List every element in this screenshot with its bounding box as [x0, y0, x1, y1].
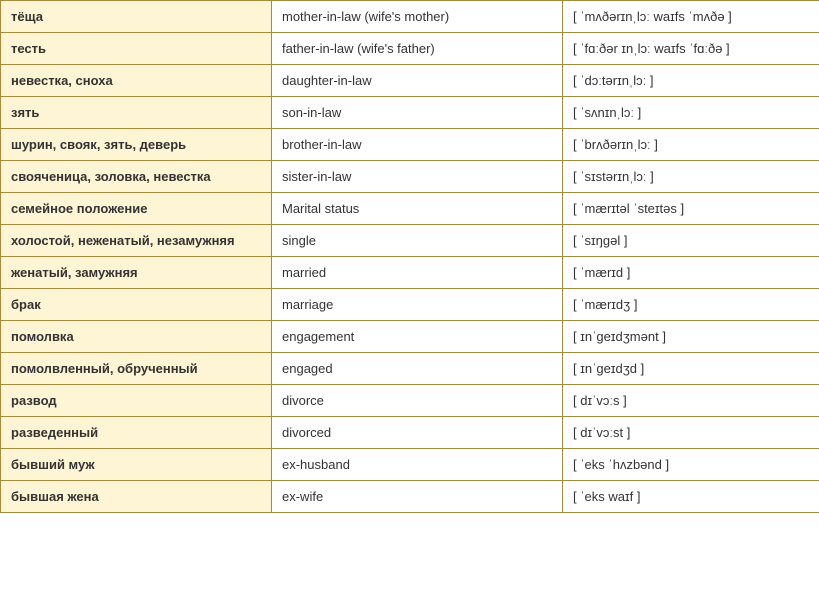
- table-row: бракmarriage[ ˈmærɪdʒ ]: [1, 289, 819, 321]
- table-body: тёщаmother-in-law (wife's mother)[ ˈmʌðə…: [1, 1, 819, 513]
- cell-english: engaged: [272, 353, 563, 385]
- cell-ipa: [ ˈdɔːtərɪnˌlɔː ]: [563, 65, 819, 97]
- table-row: женатый, замужняяmarried[ ˈmærɪd ]: [1, 257, 819, 289]
- cell-russian: шурин, свояк, зять, деверь: [1, 129, 272, 161]
- cell-russian: развод: [1, 385, 272, 417]
- cell-ipa: [ dɪˈvɔːst ]: [563, 417, 819, 449]
- cell-english: divorced: [272, 417, 563, 449]
- table-row: тёщаmother-in-law (wife's mother)[ ˈmʌðə…: [1, 1, 819, 33]
- cell-ipa: [ ˈmærɪtəl ˈsteɪtəs ]: [563, 193, 819, 225]
- cell-english: single: [272, 225, 563, 257]
- cell-russian: бывший муж: [1, 449, 272, 481]
- table-row: помолвленный, обрученныйengaged[ ɪnˈgeɪd…: [1, 353, 819, 385]
- cell-english: Marital status: [272, 193, 563, 225]
- cell-ipa: [ ˈmærɪdʒ ]: [563, 289, 819, 321]
- cell-russian: семейное положение: [1, 193, 272, 225]
- cell-russian: помолвка: [1, 321, 272, 353]
- cell-english: divorce: [272, 385, 563, 417]
- table-row: помолвкаengagement[ ɪnˈgeɪdʒmənt ]: [1, 321, 819, 353]
- cell-russian: зять: [1, 97, 272, 129]
- cell-ipa: [ ɪnˈgeɪdʒmənt ]: [563, 321, 819, 353]
- cell-english: sister-in-law: [272, 161, 563, 193]
- cell-english: married: [272, 257, 563, 289]
- vocabulary-table: тёщаmother-in-law (wife's mother)[ ˈmʌðə…: [0, 0, 819, 513]
- table-row: разведенныйdivorced[ dɪˈvɔːst ]: [1, 417, 819, 449]
- table-row: свояченица, золовка, невесткаsister-in-l…: [1, 161, 819, 193]
- cell-russian: тесть: [1, 33, 272, 65]
- table-row: бывшая женаex-wife[ ˈeks waɪf ]: [1, 481, 819, 513]
- cell-english: father-in-law (wife's father): [272, 33, 563, 65]
- cell-russian: свояченица, золовка, невестка: [1, 161, 272, 193]
- table-row: шурин, свояк, зять, деверьbrother-in-law…: [1, 129, 819, 161]
- cell-ipa: [ ˈeks ˈhʌzbənd ]: [563, 449, 819, 481]
- table-row: невестка, снохаdaughter-in-law[ ˈdɔːtərɪ…: [1, 65, 819, 97]
- cell-ipa: [ dɪˈvɔːs ]: [563, 385, 819, 417]
- table-row: семейное положениеMarital status[ ˈmærɪt…: [1, 193, 819, 225]
- cell-ipa: [ ˈfɑːðər ɪnˌlɔː waɪfs ˈfɑːðə ]: [563, 33, 819, 65]
- cell-russian: тёща: [1, 1, 272, 33]
- cell-english: ex-husband: [272, 449, 563, 481]
- table-row: разводdivorce[ dɪˈvɔːs ]: [1, 385, 819, 417]
- cell-russian: разведенный: [1, 417, 272, 449]
- cell-ipa: [ ɪnˈgeɪdʒd ]: [563, 353, 819, 385]
- cell-ipa: [ ˈbrʌðərɪnˌlɔː ]: [563, 129, 819, 161]
- table-row: холостой, неженатый, незамужняяsingle[ ˈ…: [1, 225, 819, 257]
- cell-english: engagement: [272, 321, 563, 353]
- cell-english: marriage: [272, 289, 563, 321]
- cell-ipa: [ ˈsʌnɪnˌlɔː ]: [563, 97, 819, 129]
- cell-ipa: [ ˈmʌðərɪnˌlɔː waɪfs ˈmʌðə ]: [563, 1, 819, 33]
- cell-russian: бывшая жена: [1, 481, 272, 513]
- cell-ipa: [ ˈeks waɪf ]: [563, 481, 819, 513]
- cell-russian: помолвленный, обрученный: [1, 353, 272, 385]
- cell-english: brother-in-law: [272, 129, 563, 161]
- table-row: тестьfather-in-law (wife's father)[ ˈfɑː…: [1, 33, 819, 65]
- cell-russian: холостой, неженатый, незамужняя: [1, 225, 272, 257]
- table-row: бывший мужex-husband[ ˈeks ˈhʌzbənd ]: [1, 449, 819, 481]
- cell-english: ex-wife: [272, 481, 563, 513]
- cell-russian: невестка, сноха: [1, 65, 272, 97]
- cell-english: daughter-in-law: [272, 65, 563, 97]
- cell-ipa: [ ˈsɪstərɪnˌlɔː ]: [563, 161, 819, 193]
- cell-russian: брак: [1, 289, 272, 321]
- cell-russian: женатый, замужняя: [1, 257, 272, 289]
- cell-english: son-in-law: [272, 97, 563, 129]
- table-row: зятьson-in-law[ ˈsʌnɪnˌlɔː ]: [1, 97, 819, 129]
- cell-ipa: [ ˈmærɪd ]: [563, 257, 819, 289]
- cell-ipa: [ ˈsɪŋgəl ]: [563, 225, 819, 257]
- cell-english: mother-in-law (wife's mother): [272, 1, 563, 33]
